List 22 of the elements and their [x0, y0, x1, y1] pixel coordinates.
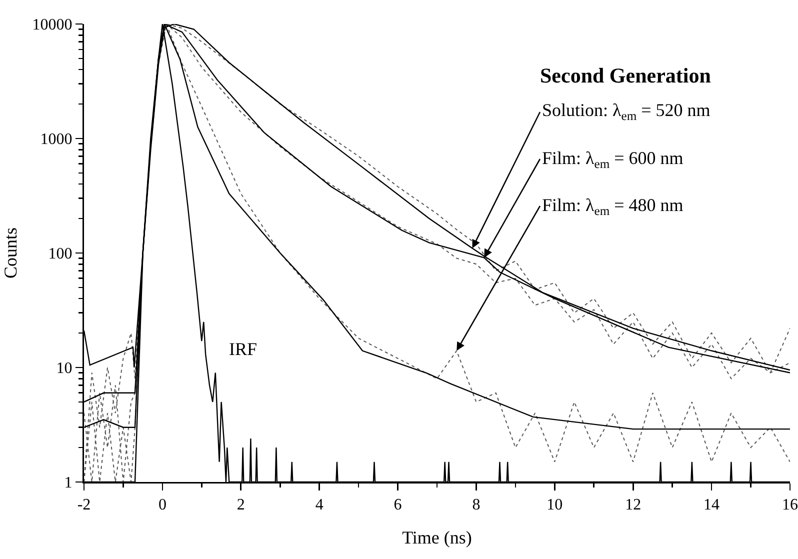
x-tick-label: 10: [546, 496, 563, 514]
x-tick-label: 14: [704, 496, 720, 514]
x-tick-label: 2: [236, 496, 245, 514]
y-tick-label: 1: [64, 474, 72, 492]
y-tick-label: 10000: [32, 16, 72, 34]
x-tick-label: 4: [315, 496, 324, 514]
annotation: Solution: λ$_{em}$ = 520 nm: [542, 100, 710, 123]
x-tick-label: 6: [394, 496, 402, 514]
annotation: Film: λ$_{em}$ = 480 nm: [542, 195, 684, 218]
text: Second Generation: [540, 63, 712, 88]
x-tick-label: 16: [782, 496, 798, 514]
x-tick-label: -2: [77, 496, 91, 514]
x-axis-title: Time (ns): [402, 528, 472, 548]
annotation: IRF: [229, 339, 258, 359]
annotation: Film: λ$_{em}$ = 600 nm: [542, 148, 684, 171]
x-tick-label: 12: [625, 496, 642, 514]
x-tick-label: 8: [472, 496, 480, 514]
y-tick-label: 100: [48, 246, 72, 263]
y-axis-title: Counts: [0, 227, 21, 279]
x-tick-label: 0: [158, 496, 166, 514]
y-tick-label: 1000: [40, 131, 72, 148]
y-tick-label: 10: [56, 360, 72, 378]
